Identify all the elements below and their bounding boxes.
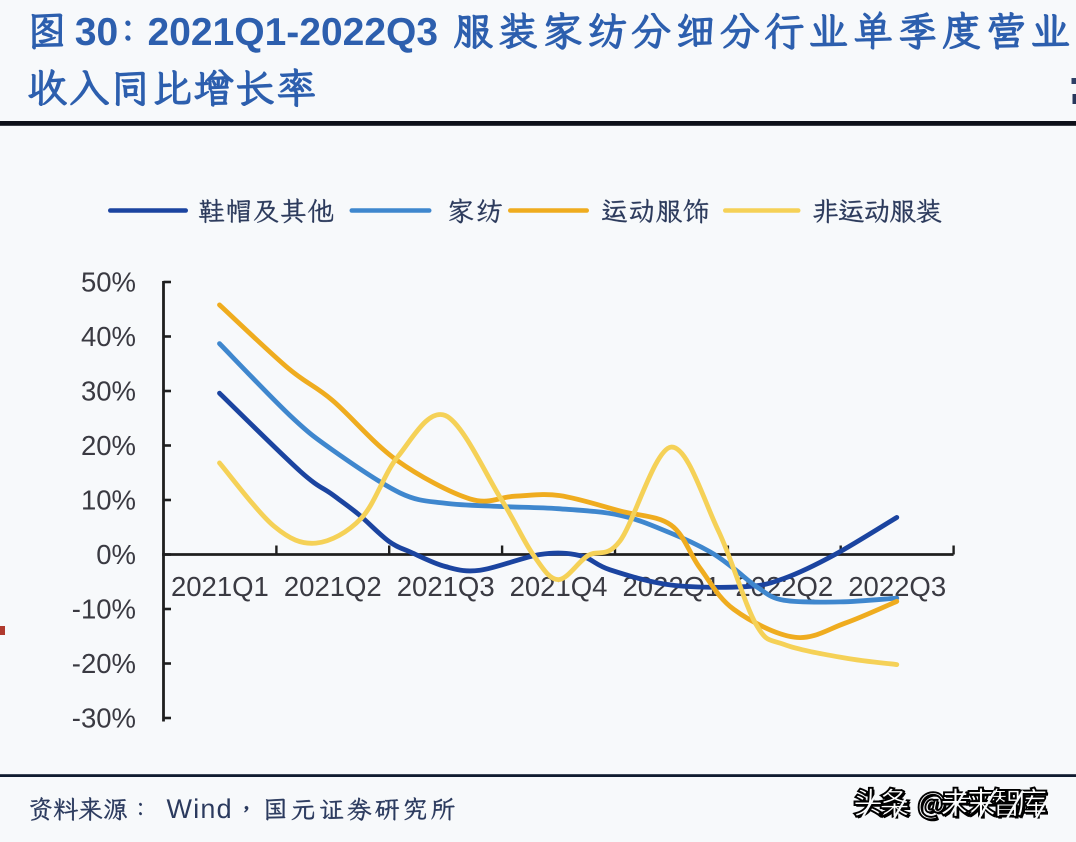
svg-text:-20%: -20% (72, 648, 136, 679)
svg-text:2021Q2: 2021Q2 (284, 571, 382, 602)
svg-text:30%: 30% (81, 376, 136, 407)
svg-text:0%: 0% (96, 539, 136, 570)
svg-text:2021Q3: 2021Q3 (397, 571, 495, 602)
svg-text:-30%: -30% (72, 703, 136, 734)
svg-text:2021Q4: 2021Q4 (510, 571, 608, 602)
svg-text:20%: 20% (81, 430, 136, 461)
svg-text:-10%: -10% (72, 594, 136, 625)
svg-text:50%: 50% (81, 267, 136, 298)
svg-text:10%: 10% (81, 485, 136, 516)
svg-text:2021Q1: 2021Q1 (171, 571, 269, 602)
svg-text:40%: 40% (81, 321, 136, 352)
